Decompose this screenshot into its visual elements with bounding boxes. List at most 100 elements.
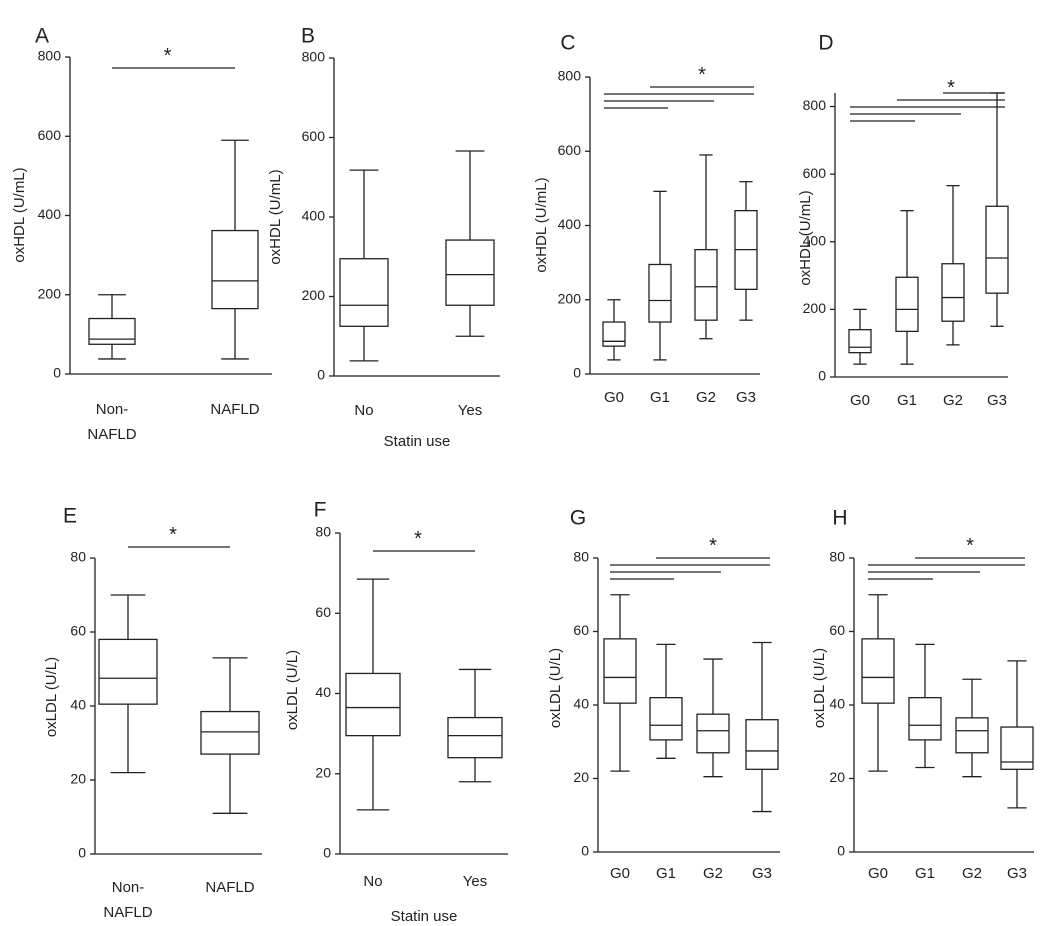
y-tick-label: 80 (829, 549, 845, 565)
y-tick-label: 800 (302, 49, 326, 65)
iqr-box (955, 717, 989, 754)
box-4 (1000, 660, 1034, 809)
x-tick-label: G0 (610, 865, 630, 882)
box-1 (345, 578, 401, 811)
y-tick-label: 60 (70, 623, 86, 639)
x-tick-label: G1 (656, 865, 676, 882)
y-tick-label: 0 (837, 843, 845, 859)
iqr-box (211, 229, 259, 310)
box-2 (211, 139, 259, 360)
y-tick-label: 400 (38, 206, 62, 222)
x-tick-label: G1 (915, 865, 935, 882)
x-tick-label: G3 (1007, 865, 1027, 882)
x-tick-label: G1 (650, 389, 670, 406)
iqr-box (895, 276, 919, 333)
iqr-box (339, 258, 389, 327)
y-tick-label: 0 (78, 845, 86, 861)
significance-star: * (966, 535, 974, 557)
iqr-box (696, 713, 730, 754)
y-axis-label: oxHDL (U/mL) (533, 177, 550, 272)
y-tick-label: 400 (558, 216, 582, 232)
iqr-box (861, 638, 895, 704)
box-1 (861, 594, 895, 772)
x-tick-label: G2 (703, 865, 723, 882)
x-tick-label: G0 (868, 865, 888, 882)
box-1 (848, 308, 872, 365)
y-tick-label: 600 (302, 128, 326, 144)
panel-label: A (35, 24, 49, 47)
y-tick-label: 0 (317, 367, 325, 383)
y-tick-label: 200 (558, 290, 582, 306)
box-2 (649, 643, 683, 759)
x-tick-label: Non- (112, 879, 145, 896)
iqr-box (848, 329, 872, 354)
iqr-box (745, 719, 779, 770)
significance-star: * (164, 45, 172, 67)
box-2 (895, 210, 919, 365)
iqr-box (1000, 726, 1034, 770)
y-tick-label: 800 (803, 97, 827, 113)
iqr-box (88, 317, 136, 345)
panel-label: F (314, 498, 327, 521)
y-tick-label: 200 (38, 285, 62, 301)
panel-label: E (63, 504, 77, 527)
x-tick-label: G2 (696, 389, 716, 406)
box-2 (648, 190, 672, 361)
y-axis-label: oxLDL (U/L) (811, 648, 828, 728)
iqr-box (98, 638, 158, 705)
x-tick-label: G2 (962, 865, 982, 882)
x-tick-label: G3 (987, 392, 1007, 409)
y-tick-label: 200 (803, 300, 827, 316)
x-tick-label: Non- (96, 401, 129, 418)
y-tick-label: 200 (302, 287, 326, 303)
box-2 (200, 657, 260, 814)
y-tick-label: 600 (38, 127, 62, 143)
x-tick-label: Yes (458, 402, 482, 419)
y-tick-label: 600 (558, 142, 582, 158)
box-3 (694, 154, 718, 340)
box-3 (941, 184, 965, 346)
y-tick-label: 80 (315, 524, 331, 540)
box-1 (603, 594, 637, 772)
box-4 (745, 641, 779, 813)
box-2 (908, 643, 942, 769)
iqr-box (648, 263, 672, 323)
box-3 (955, 678, 989, 778)
y-tick-label: 60 (315, 604, 331, 620)
iqr-box (447, 716, 503, 759)
panel-label: C (560, 31, 575, 54)
y-tick-label: 60 (573, 622, 589, 638)
y-tick-label: 0 (818, 368, 826, 384)
x-tick-label: Yes (463, 873, 487, 890)
y-tick-label: 20 (315, 764, 331, 780)
y-tick-label: 80 (573, 549, 589, 565)
x-axis-label: Statin use (391, 908, 458, 925)
significance-star: * (169, 524, 177, 546)
y-tick-label: 20 (70, 771, 86, 787)
x-tick-label: G2 (943, 392, 963, 409)
box-1 (602, 299, 626, 361)
iqr-box (941, 263, 965, 322)
x-axis-label: Statin use (384, 433, 451, 450)
iqr-box (602, 321, 626, 347)
panel-label: H (832, 506, 847, 529)
y-tick-label: 80 (70, 549, 86, 565)
y-axis-label: oxLDL (U/L) (43, 657, 60, 737)
y-tick-label: 60 (829, 622, 845, 638)
box-4 (734, 181, 758, 321)
iqr-box (345, 672, 401, 737)
iqr-box (200, 710, 260, 755)
box-1 (98, 594, 158, 774)
y-tick-label: 0 (581, 843, 589, 859)
box-2 (447, 668, 503, 783)
panel-label: B (301, 24, 315, 47)
